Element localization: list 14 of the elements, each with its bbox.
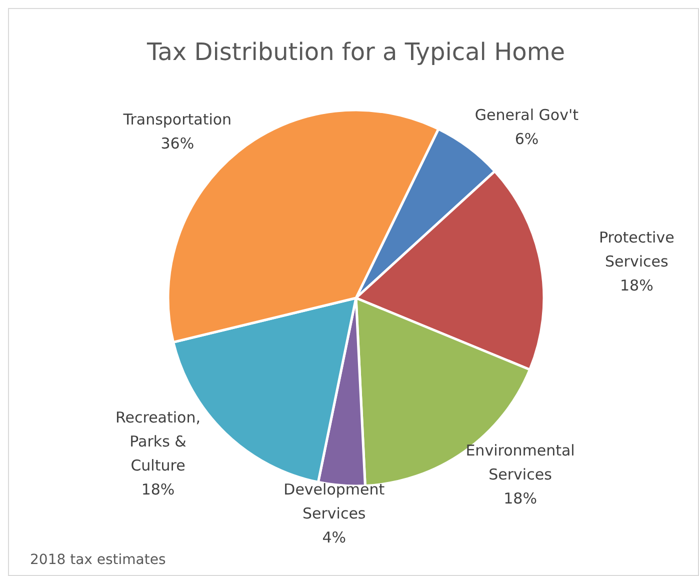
slice-label: Recreation, Parks & Culture: [116, 408, 201, 475]
slice-label: General Gov't: [474, 106, 579, 124]
data-label: 18%: [620, 276, 654, 295]
slice-label: Transportation: [122, 110, 232, 128]
slice-label: Protective Services: [599, 228, 674, 271]
data-label: 36%: [160, 134, 194, 152]
data-label: 4%: [322, 528, 346, 546]
slice-label: Environmental Services: [466, 442, 575, 484]
chart-title: Tax Distribution for a Typical Home: [146, 38, 565, 66]
slice-label: Development Services: [284, 480, 385, 522]
text: 2018 tax estimates: [30, 552, 166, 568]
data-label: 18%: [141, 480, 175, 499]
data-label: 6%: [514, 130, 539, 148]
data-label: 18%: [504, 490, 537, 508]
